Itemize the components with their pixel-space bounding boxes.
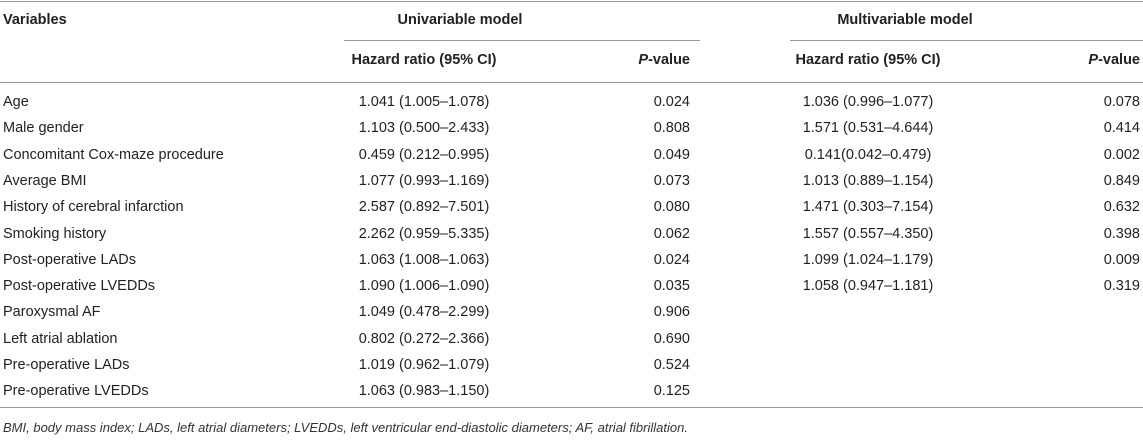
header-rule xyxy=(0,82,1143,83)
hazard-ratio-cell: 1.090 (1.006–1.090) xyxy=(358,278,490,295)
hazard-ratio-cell: 1.571 (0.531–4.644) xyxy=(802,120,934,137)
p-value-cell: 0.024 xyxy=(653,251,690,268)
hazard-ratio-cell: 1.058 (0.947–1.181) xyxy=(802,278,934,295)
variable-cell: Concomitant Cox-maze procedure xyxy=(3,146,224,163)
hazard-ratio-cell: 1.013 (0.889–1.154) xyxy=(802,172,934,189)
hazard-ratio-cell: 1.063 (1.008–1.063) xyxy=(358,251,490,268)
group-header: Univariable model xyxy=(397,12,523,28)
hazard-ratio-cell: 1.077 (0.993–1.169) xyxy=(358,172,490,189)
hazard-ratio-cell: 2.262 (0.959–5.335) xyxy=(358,225,490,242)
variable-cell: Smoking history xyxy=(3,225,107,242)
group-rule xyxy=(344,40,700,41)
p-value-cell: 0.024 xyxy=(653,94,690,110)
hazard-ratio-cell: 1.099 (1.024–1.179) xyxy=(802,251,934,268)
group-rule xyxy=(790,40,1143,41)
hazard-ratio-cell: 1.049 (0.478–2.299) xyxy=(358,304,490,321)
variable-cell: Pre-operative LADs xyxy=(3,357,130,373)
p-value-cell: 0.808 xyxy=(653,120,690,137)
column-header: Hazard ratio (95% CI) xyxy=(351,52,497,68)
p-value-cell: 0.049 xyxy=(653,146,690,163)
hazard-ratio-cell: 1.103 (0.500–2.433) xyxy=(358,120,490,137)
header-variables: Variables xyxy=(3,12,67,28)
hazard-ratio-cell: 1.019 (0.962–1.079) xyxy=(358,357,490,373)
footnote: BMI, body mass index; LADs, left atrial … xyxy=(3,420,688,435)
hazard-ratio-cell: 2.587 (0.892–7.501) xyxy=(358,199,490,216)
p-value-cell: 0.035 xyxy=(653,278,690,295)
p-value-cell: 0.849 xyxy=(1103,172,1140,189)
column-header: P-value xyxy=(1088,52,1140,68)
p-value-cell: 0.078 xyxy=(1103,94,1140,110)
group-header: Multivariable model xyxy=(837,12,973,28)
p-value-cell: 0.319 xyxy=(1103,278,1140,295)
bottom-rule xyxy=(0,407,1143,408)
hazard-ratio-cell: 1.063 (0.983–1.150) xyxy=(358,383,490,400)
p-value-cell: 0.906 xyxy=(653,304,690,321)
top-rule xyxy=(0,1,1143,2)
p-value-cell: 0.524 xyxy=(653,357,690,373)
variable-cell: History of cerebral infarction xyxy=(3,199,184,216)
p-value-cell: 0.080 xyxy=(653,199,690,216)
hazard-ratio-cell: 1.557 (0.557–4.350) xyxy=(802,225,934,242)
hazard-ratio-cell: 1.036 (0.996–1.077) xyxy=(802,94,934,110)
hazard-ratio-cell: 0.459 (0.212–0.995) xyxy=(358,146,490,163)
p-value-cell: 0.073 xyxy=(653,172,690,189)
p-value-cell: 0.690 xyxy=(653,330,690,347)
variable-cell: Post-operative LADs xyxy=(3,251,136,268)
p-value-cell: 0.632 xyxy=(1103,199,1140,216)
p-value-cell: 0.062 xyxy=(653,225,690,242)
hazard-ratio-cell: 0.802 (0.272–2.366) xyxy=(358,330,490,347)
hazard-ratio-cell: 1.471 (0.303–7.154) xyxy=(802,199,934,216)
column-header: P-value xyxy=(638,52,690,68)
variable-cell: Average BMI xyxy=(3,172,87,189)
column-header: Hazard ratio (95% CI) xyxy=(795,52,941,68)
variable-cell: Pre-operative LVEDDs xyxy=(3,383,149,400)
p-value-cell: 0.002 xyxy=(1103,146,1140,163)
p-value-cell: 0.398 xyxy=(1103,225,1140,242)
variable-cell: Paroxysmal AF xyxy=(3,304,101,321)
variable-cell: Left atrial ablation xyxy=(3,330,118,347)
hazard-ratio-cell: 0.141(0.042–0.479) xyxy=(804,146,932,163)
p-value-cell: 0.414 xyxy=(1103,120,1140,137)
variable-cell: Post-operative LVEDDs xyxy=(3,278,156,295)
variable-cell: Male gender xyxy=(3,120,84,137)
variable-cell: Age xyxy=(3,94,29,110)
p-value-cell: 0.009 xyxy=(1103,251,1140,268)
p-value-cell: 0.125 xyxy=(653,383,690,400)
hazard-ratio-cell: 1.041 (1.005–1.078) xyxy=(358,94,490,110)
